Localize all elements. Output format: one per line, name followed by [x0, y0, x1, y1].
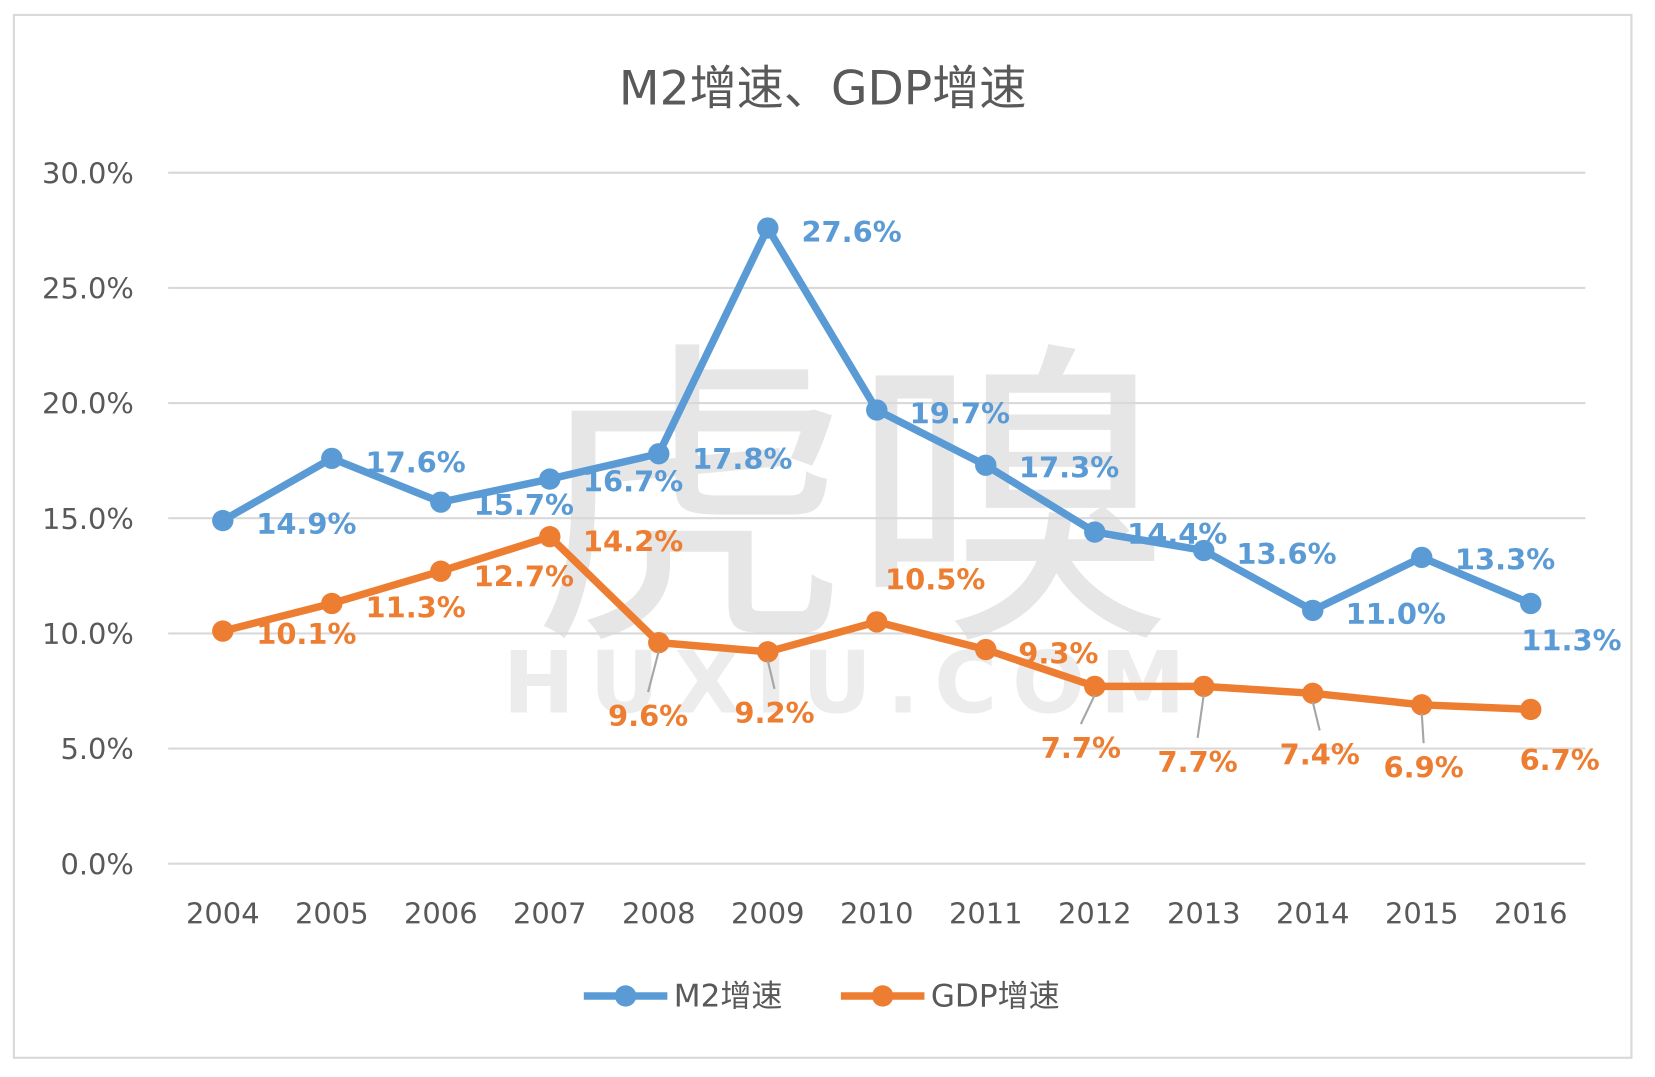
data-point: [757, 217, 779, 239]
legend-label: M2增速: [674, 979, 783, 1015]
data-point: [212, 509, 234, 532]
data-label: 14.4%: [1127, 517, 1227, 551]
x-tick-label: 2009: [731, 897, 805, 931]
data-point: [1520, 698, 1542, 721]
leader-line: [766, 660, 776, 690]
data-point: [321, 592, 343, 615]
x-tick-label: 2010: [840, 897, 914, 931]
data-label: 9.6%: [608, 699, 688, 733]
data-point: [866, 399, 888, 421]
data-point: [1302, 599, 1324, 622]
chart-title: M2增速、GDP增速: [619, 62, 1026, 117]
data-label: 19.7%: [910, 396, 1010, 430]
x-tick-label: 2005: [295, 897, 369, 931]
data-label: 13.6%: [1236, 537, 1336, 571]
x-tick-label: 2008: [622, 897, 696, 931]
series-group: 14.9% 17.6% 15.7% 16.7% 17.8% 27.6% 19.7% 17.3%…: [212, 215, 1622, 784]
data-point: [539, 468, 561, 490]
watermark-sub: HUXIU.COM: [503, 634, 1200, 733]
data-label: 10.1%: [256, 617, 356, 651]
data-point: [975, 638, 997, 661]
x-tick-label: 2011: [949, 897, 1023, 931]
data-point: [321, 447, 343, 470]
legend-item-1: GDP增速: [840, 979, 1060, 1015]
data-point: [1084, 521, 1106, 543]
data-label: 6.9%: [1384, 750, 1464, 784]
data-label: 27.6%: [801, 215, 901, 249]
legend-dot-marker: [871, 985, 894, 1007]
data-label: 10.5%: [885, 563, 985, 597]
data-label: 7.4%: [1280, 738, 1360, 772]
leader-line: [1196, 694, 1205, 739]
data-label: 12.7%: [474, 560, 574, 594]
data-point: [648, 443, 670, 465]
data-label: 6.7%: [1520, 743, 1600, 777]
data-label: 14.2%: [583, 524, 683, 558]
data-label: 9.2%: [734, 696, 814, 730]
data-point: [539, 526, 561, 548]
data-point: [1302, 682, 1324, 704]
data-point: [430, 560, 452, 582]
x-tick-label: 2012: [1058, 897, 1132, 931]
series-1: 10.1% 11.3% 12.7% 14.2% 9.6% 9.2% 10.5% 9.3% 7.7…: [212, 524, 1600, 784]
chart-border: [12, 13, 1633, 1059]
data-label: 11.3%: [365, 590, 465, 624]
y-tick-label: 5.0%: [60, 732, 133, 766]
data-label: 11.3%: [1521, 624, 1621, 658]
leader-line: [1079, 694, 1096, 725]
data-label: 7.7%: [1158, 745, 1238, 779]
data-label: 17.8%: [692, 442, 792, 476]
x-tick-label: 2016: [1494, 897, 1568, 931]
data-label: 15.7%: [474, 488, 574, 522]
data-label: 13.3%: [1455, 542, 1555, 576]
x-tick-label: 2004: [186, 897, 260, 931]
leader-line: [647, 650, 660, 693]
data-point: [1411, 546, 1433, 569]
data-point: [1193, 539, 1215, 562]
data-label: 17.3%: [1019, 451, 1119, 485]
data-point: [430, 491, 452, 513]
data-point: [1193, 675, 1215, 698]
data-label: 17.6%: [365, 445, 465, 479]
legend-label: GDP增速: [931, 979, 1060, 1015]
data-label: 14.9%: [256, 507, 356, 541]
data-point: [648, 631, 670, 654]
legend-dot-marker: [614, 985, 637, 1007]
legend: M2增速 GDP增速: [583, 979, 1060, 1015]
leader-line: [1311, 701, 1321, 731]
data-label: 16.7%: [583, 465, 683, 499]
legend-item-0: M2增速: [583, 979, 783, 1015]
data-point: [1520, 592, 1542, 615]
x-tick-label: 2015: [1385, 897, 1459, 931]
y-axis: 0.0% 5.0% 10.0% 15.0% 20.0% 25.0% 30.0%: [42, 156, 134, 881]
y-tick-label: 10.0%: [42, 617, 134, 651]
data-label: 11.0%: [1346, 597, 1446, 631]
x-axis: 2004 2005 2006 2007 2008 2009 2010 2011 2012 2013…: [186, 897, 1568, 931]
x-tick-label: 2014: [1276, 897, 1350, 931]
data-point: [866, 611, 888, 633]
data-point: [1084, 675, 1106, 698]
y-tick-label: 30.0%: [42, 156, 134, 190]
y-tick-label: 15.0%: [42, 502, 134, 536]
y-tick-label: 25.0%: [42, 272, 134, 306]
x-tick-label: 2013: [1167, 897, 1241, 931]
leader-line: [1420, 713, 1425, 744]
x-tick-label: 2007: [513, 897, 587, 931]
data-label: 9.3%: [1018, 636, 1098, 670]
y-tick-label: 20.0%: [42, 387, 134, 421]
data-point: [975, 454, 997, 476]
y-tick-label: 0.0%: [60, 847, 133, 881]
data-point: [757, 641, 779, 663]
series-0: 14.9% 17.6% 15.7% 16.7% 17.8% 27.6% 19.7% 17.3%…: [212, 215, 1622, 657]
data-point: [1411, 694, 1433, 716]
data-point: [212, 620, 234, 642]
data-label: 7.7%: [1041, 731, 1121, 765]
x-tick-label: 2006: [404, 897, 478, 931]
